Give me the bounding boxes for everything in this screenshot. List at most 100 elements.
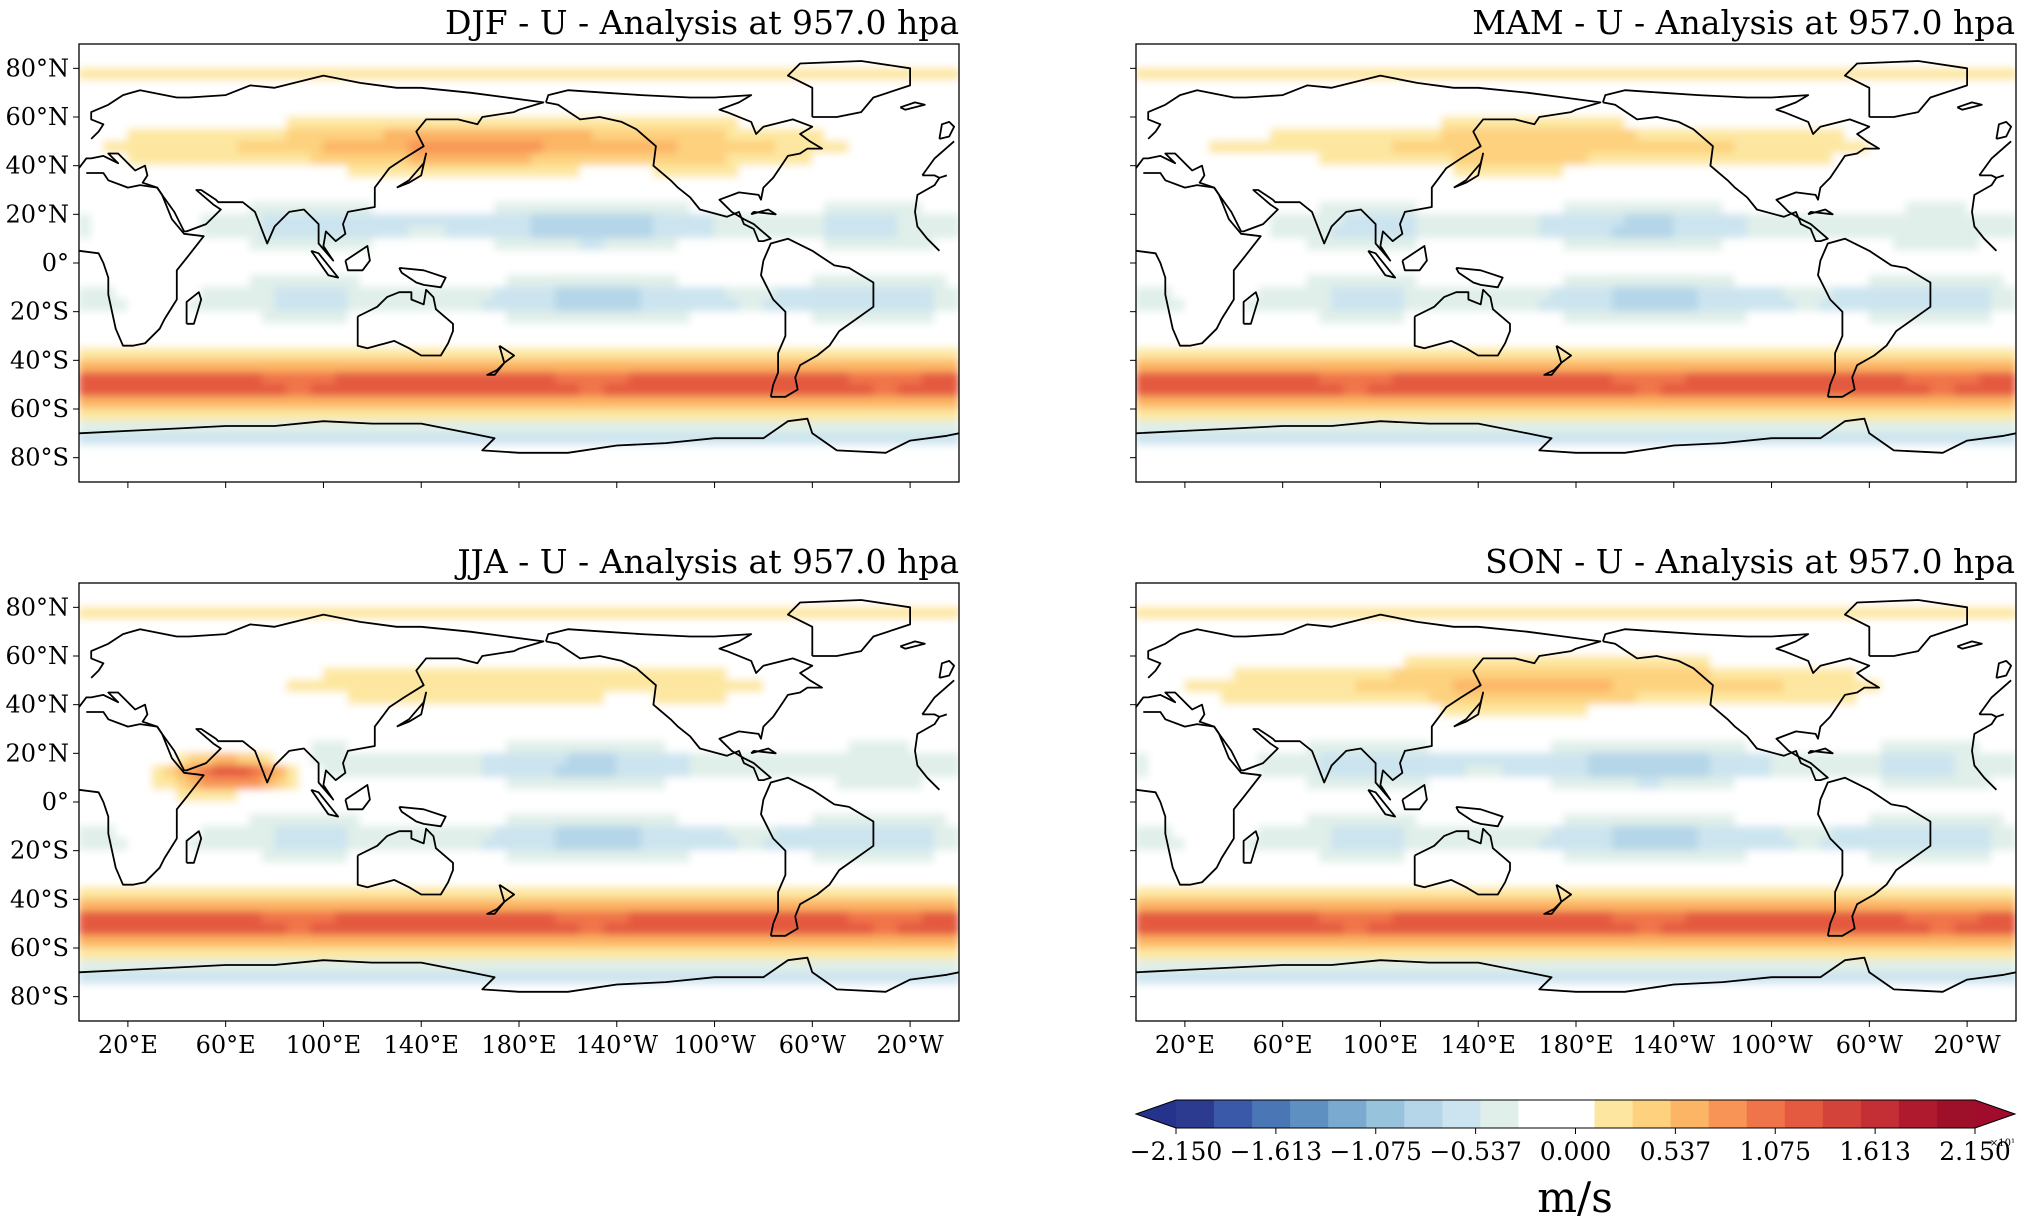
coastline: [899, 640, 926, 650]
coastline: [344, 245, 371, 272]
map-field-son: [1136, 583, 2016, 1021]
coastline: [1602, 89, 1880, 242]
coastline: [1401, 245, 1428, 272]
coastlines-djf: [79, 60, 959, 454]
coastline: [760, 237, 875, 398]
lat-tick-label: 20°S: [10, 298, 69, 326]
colorbar-tick-label: −1.075: [1329, 1137, 1422, 1166]
lon-tick-label: 100°E: [286, 1031, 361, 1059]
lat-tick-label: 60°N: [5, 103, 69, 131]
coastline: [79, 417, 959, 454]
lat-tick-label: 80°N: [5, 54, 69, 82]
lon-axis-djf: [127, 482, 911, 488]
lat-tick-label: 80°S: [10, 444, 69, 472]
coastline: [396, 152, 427, 189]
panel-title: DJF - U - Analysis at 957.0 hpa: [445, 3, 959, 42]
map-field-djf: [79, 44, 959, 482]
coastlines-son: [1136, 599, 2016, 993]
coastline: [750, 208, 777, 216]
coastline: [398, 806, 447, 828]
lat-tick-label: 40°S: [10, 885, 69, 913]
coastline: [1453, 152, 1484, 189]
coastline: [1817, 237, 1932, 398]
coastline: [1995, 660, 2012, 679]
coastline: [1807, 747, 1834, 755]
coastline: [1995, 121, 2012, 140]
coastline: [1136, 711, 1998, 886]
coastline: [344, 784, 371, 811]
coastline: [398, 267, 447, 289]
colorbar-segment: [1404, 1100, 1443, 1128]
coastline: [938, 121, 955, 140]
coastline: [1367, 788, 1396, 818]
coastline: [899, 101, 926, 111]
coastline: [79, 172, 941, 347]
coastline: [1401, 784, 1428, 811]
colorbar-segment: [1594, 1100, 1634, 1128]
coastline: [1455, 806, 1504, 828]
coastline: [1242, 830, 1260, 864]
coastlines-jja: [79, 599, 959, 993]
coastline: [486, 883, 515, 915]
lon-tick-label: 140°E: [1441, 1031, 1516, 1059]
coastline: [79, 74, 955, 262]
coastline: [787, 60, 911, 118]
coastline: [310, 249, 339, 279]
lon-axis-jja: 20°E 60°E 100°E 140°E 180°E 140°W 100°W 60°W 20°…: [98, 1021, 944, 1059]
lat-tick-label: 40°S: [10, 346, 69, 374]
coastline: [396, 691, 427, 728]
coastline: [545, 628, 823, 781]
colorbar-multiplier: ×10¹: [1990, 1138, 2015, 1149]
colorbar-segment: [1442, 1100, 1481, 1128]
coastline: [1844, 599, 1968, 657]
coastline: [79, 613, 955, 801]
colorbar-segment: [1632, 1100, 1672, 1128]
coastline: [185, 830, 203, 864]
coastline: [1543, 883, 1572, 915]
colorbar-segment: [1328, 1100, 1367, 1128]
colorbar-segment: [1746, 1100, 1786, 1128]
lon-tick-label: 60°W: [1836, 1031, 1904, 1059]
colorbar-segment: [1898, 1100, 1938, 1128]
panel-jja: JJA - U - Analysis at 957.0 hpa 80°N 60°N…: [5, 542, 960, 1059]
lat-tick-label: 60°N: [5, 642, 69, 670]
coastline: [1807, 208, 1834, 216]
coastline: [310, 788, 339, 818]
coastline: [1413, 827, 1511, 896]
colorbar-segment: [1784, 1100, 1824, 1128]
lat-tick-label: 60°S: [10, 395, 69, 423]
coastline: [1136, 613, 2012, 801]
lat-axis-son: [1130, 606, 1136, 998]
lon-tick-label: 20°E: [98, 1031, 158, 1059]
coastline: [1242, 291, 1260, 325]
lat-tick-label: 0°: [42, 249, 69, 277]
coastline: [1136, 172, 1998, 347]
coastline: [185, 291, 203, 325]
lon-tick-label: 140°W: [576, 1031, 659, 1059]
colorbar-segment: [1214, 1100, 1253, 1128]
lon-tick-label: 180°E: [1538, 1031, 1613, 1059]
lon-tick-label: 60°E: [1253, 1031, 1313, 1059]
lat-tick-label: 80°N: [5, 593, 69, 621]
coastline: [1956, 640, 1983, 650]
colorbar-segment: [1670, 1100, 1710, 1128]
lat-axis-mam: [1130, 67, 1136, 459]
panel-title: MAM - U - Analysis at 957.0 hpa: [1472, 3, 2015, 42]
lon-tick-label: 20°W: [877, 1031, 945, 1059]
colorbar-extend-max: [1975, 1100, 2015, 1128]
coastline: [787, 599, 911, 657]
coastline: [1136, 417, 2016, 454]
colorbar-tick-label: 1.613: [1839, 1137, 1911, 1166]
colorbar-segment: [1518, 1100, 1558, 1128]
lon-tick-label: 140°E: [384, 1031, 459, 1059]
coastline: [1455, 267, 1504, 289]
lon-tick-label: 140°W: [1633, 1031, 1716, 1059]
panel-title: SON - U - Analysis at 957.0 hpa: [1485, 542, 2015, 581]
lat-tick-label: 20°N: [5, 200, 69, 228]
colorbar-segment: [1480, 1100, 1520, 1128]
coastlines-mam: [1136, 60, 2016, 454]
lat-tick-label: 20°N: [5, 739, 69, 767]
colorbar-tick-label: −1.613: [1230, 1137, 1323, 1166]
colorbar-segment: [1176, 1100, 1215, 1128]
